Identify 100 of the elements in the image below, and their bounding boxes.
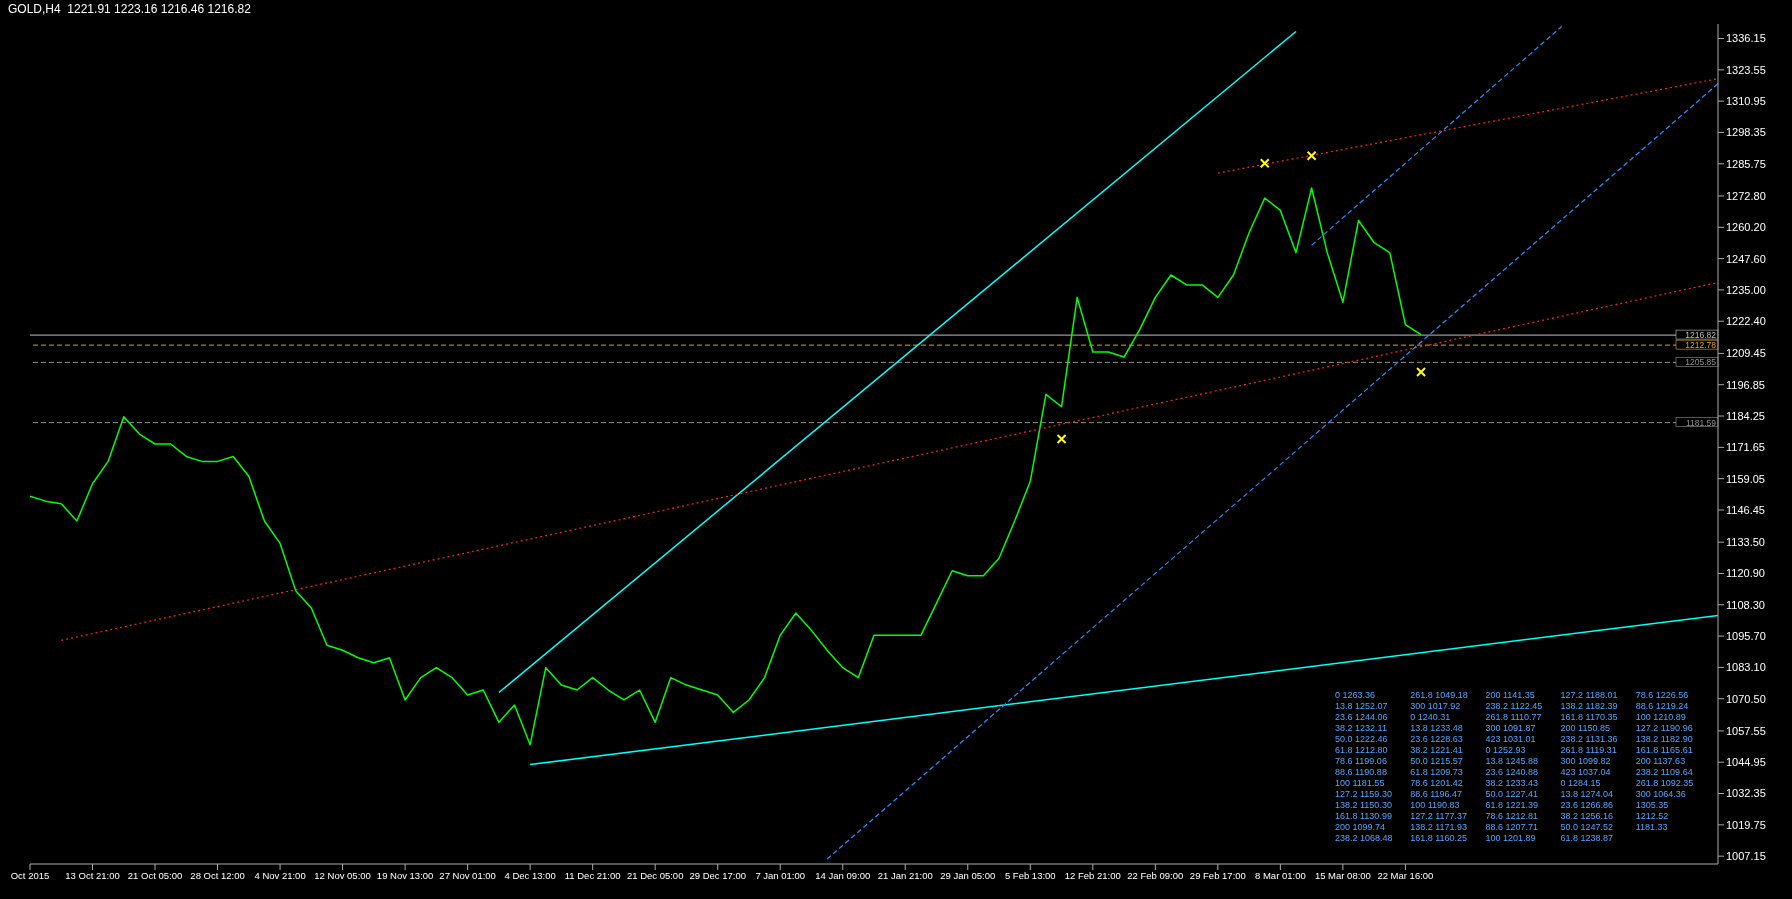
y-tick-label: 1285.75 bbox=[1726, 157, 1766, 170]
y-tick-label: 1070.50 bbox=[1726, 692, 1766, 705]
annotation: 23.6 1228.63 bbox=[1410, 734, 1463, 744]
annotation: 300 1091.87 bbox=[1485, 723, 1536, 733]
annotation: 200 1141.35 bbox=[1485, 690, 1535, 700]
annotation: 127.2 1188.01 bbox=[1560, 690, 1618, 700]
x-tick-label: 21 Jan 21:00 bbox=[877, 869, 933, 881]
y-tick-label: 1032.35 bbox=[1726, 787, 1766, 800]
annotation: 1181.33 bbox=[1635, 822, 1668, 832]
y-tick-label: 1019.75 bbox=[1726, 818, 1766, 831]
annotation: 61.8 1238.87 bbox=[1560, 833, 1614, 843]
y-tick-label: 1247.60 bbox=[1726, 252, 1766, 265]
annotation: 238.2 1131.36 bbox=[1560, 734, 1618, 744]
y-tick-label: 1235.00 bbox=[1726, 283, 1766, 296]
y-tick-label: 1184.25 bbox=[1726, 409, 1765, 422]
annotation: 88.6 1207.71 bbox=[1485, 822, 1538, 832]
ref-line-label: 1205.85 bbox=[1685, 357, 1717, 368]
annotation: 50.0 1215.57 bbox=[1410, 756, 1463, 766]
y-tick-label: 1171.65 bbox=[1726, 441, 1765, 454]
annotation: 78.6 1212.81 bbox=[1485, 811, 1538, 821]
annotation: 300 1017.92 bbox=[1410, 701, 1461, 711]
x-tick-label: 13 Oct 21:00 bbox=[65, 869, 120, 881]
y-tick-label: 1310.95 bbox=[1726, 95, 1766, 108]
annotation: 78.6 1226.56 bbox=[1635, 690, 1689, 700]
annotation: 127.2 1177.37 bbox=[1410, 811, 1468, 821]
y-tick-label: 1222.40 bbox=[1726, 315, 1766, 328]
annotation: 13.8 1274.04 bbox=[1560, 789, 1614, 799]
x-tick-label: 22 Feb 09:00 bbox=[1127, 869, 1184, 881]
annotation: 50.0 1227.41 bbox=[1485, 789, 1538, 799]
annotation: 88.6 1196.47 bbox=[1410, 789, 1463, 799]
annotation: 200 1099.74 bbox=[1335, 822, 1386, 832]
annotation: 38.2 1232.11 bbox=[1335, 723, 1387, 733]
y-tick-label: 1044.95 bbox=[1726, 756, 1766, 769]
annotation: 88.6 1190.88 bbox=[1335, 767, 1387, 777]
annotation: 0 1240.31 bbox=[1410, 712, 1451, 722]
annotation: 23.6 1244.06 bbox=[1335, 712, 1388, 722]
annotation: 138.2 1171.93 bbox=[1410, 822, 1468, 832]
annotation: 423 1037.04 bbox=[1560, 767, 1611, 777]
x-tick-label: 22 Mar 16:00 bbox=[1377, 869, 1434, 881]
annotation: 13.8 1233.48 bbox=[1410, 723, 1463, 733]
annotation: 78.6 1201.42 bbox=[1410, 778, 1463, 788]
y-tick-label: 1007.15 bbox=[1726, 850, 1766, 863]
annotation: 1212.52 bbox=[1635, 811, 1669, 821]
x-tick-label: 15 Mar 08:00 bbox=[1314, 869, 1371, 881]
annotation: 50.0 1222.46 bbox=[1335, 734, 1388, 744]
x-tick-label: 4 Dec 13:00 bbox=[504, 869, 556, 881]
annotation: 78.6 1199.06 bbox=[1335, 756, 1387, 766]
annotation: 300 1099.82 bbox=[1560, 756, 1611, 766]
annotation: 13.8 1245.88 bbox=[1485, 756, 1538, 766]
point bbox=[1056, 434, 1067, 445]
y-tick-label: 1272.80 bbox=[1726, 189, 1766, 202]
annotation: 61.8 1212.80 bbox=[1335, 745, 1388, 755]
annotation: 23.6 1240.88 bbox=[1485, 767, 1538, 777]
x-tick-label: 4 Nov 21:00 bbox=[254, 869, 306, 881]
y-tick-label: 1146.45 bbox=[1726, 503, 1765, 516]
annotation: 100 1181.55 bbox=[1335, 778, 1385, 788]
x-tick-label: 27 Nov 01:00 bbox=[439, 869, 496, 881]
annotation: 161.8 1170.35 bbox=[1560, 712, 1618, 722]
annotation: 1305.35 bbox=[1635, 800, 1669, 810]
annotation: 261.8 1049.18 bbox=[1410, 690, 1468, 700]
annotation: 261.8 1092.35 bbox=[1635, 778, 1694, 788]
ref-line-label: 1181.59 bbox=[1685, 417, 1717, 428]
y-tick-label: 1083.10 bbox=[1726, 661, 1766, 674]
x-tick-label: 11 Dec 21:00 bbox=[564, 869, 621, 881]
point bbox=[1416, 366, 1427, 377]
annotation: 88.6 1219.24 bbox=[1635, 701, 1689, 711]
annotation: 127.2 1159.30 bbox=[1335, 789, 1392, 799]
x-tick-label: 19 Nov 13:00 bbox=[376, 869, 434, 881]
annotation: 127.2 1190.96 bbox=[1635, 723, 1693, 733]
y-tick-label: 1057.55 bbox=[1726, 724, 1766, 737]
x-tick-label: 28 Oct 12:00 bbox=[190, 869, 245, 881]
annotation: 238.2 1068.48 bbox=[1335, 833, 1393, 843]
y-tick-label: 1120.90 bbox=[1726, 567, 1765, 580]
y-tick-label: 1260.20 bbox=[1726, 221, 1766, 234]
annotation: 38.2 1256.16 bbox=[1560, 811, 1614, 821]
annotation: 138.2 1182.90 bbox=[1635, 734, 1693, 744]
annotation: 38.2 1233.43 bbox=[1485, 778, 1538, 788]
annotation: 23.6 1266.86 bbox=[1560, 800, 1614, 810]
x-tick-label: 12 Feb 21:00 bbox=[1064, 869, 1121, 881]
x-tick-label: 8 Mar 01:00 bbox=[1255, 869, 1306, 881]
annotation: 0 1284.15 bbox=[1560, 778, 1601, 788]
y-tick-label: 1095.70 bbox=[1726, 630, 1766, 643]
annotation: 138.2 1182.39 bbox=[1560, 701, 1618, 711]
x-tick-label: 21 Dec 05:00 bbox=[626, 869, 684, 881]
annotation: 238.2 1122.45 bbox=[1485, 701, 1543, 711]
annotation: 61.8 1221.39 bbox=[1485, 800, 1538, 810]
x-tick-label: 7 Jan 01:00 bbox=[755, 869, 806, 881]
x-tick-label: 21 Oct 05:00 bbox=[127, 869, 183, 881]
annotation: 61.8 1209.73 bbox=[1410, 767, 1463, 777]
annotation: 161.8 1160.25 bbox=[1410, 833, 1468, 843]
annotation: 300 1064.36 bbox=[1635, 789, 1686, 799]
x-tick-label: 29 Jan 05:00 bbox=[940, 869, 996, 881]
y-tick-label: 1336.15 bbox=[1726, 32, 1766, 45]
y-tick-label: 1196.85 bbox=[1726, 378, 1765, 391]
annotation: 238.2 1109.64 bbox=[1635, 767, 1693, 777]
annotation: 0 1263.36 bbox=[1335, 690, 1376, 700]
annotation: 100 1210.89 bbox=[1635, 712, 1686, 722]
y-tick-label: 1159.05 bbox=[1726, 472, 1765, 485]
x-tick-label: 5 Feb 13:00 bbox=[1004, 869, 1056, 881]
point bbox=[1259, 158, 1270, 169]
